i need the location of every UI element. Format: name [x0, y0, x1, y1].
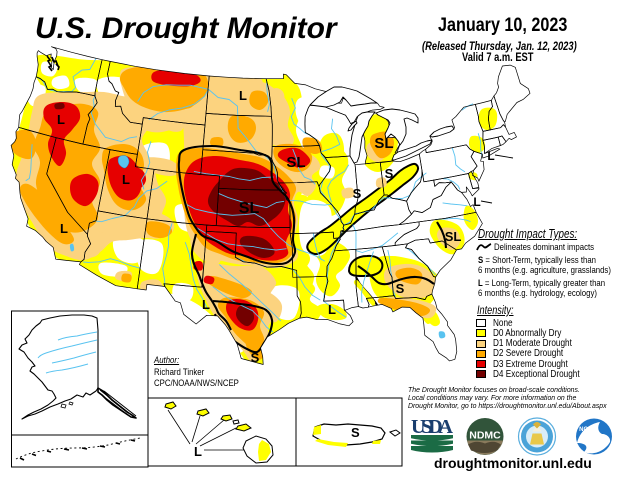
svg-text:L: L [328, 302, 336, 317]
svg-text:S: S [351, 425, 360, 440]
svg-text:L: L [202, 297, 210, 312]
svg-text:S: S [251, 350, 260, 365]
svg-text:SL: SL [445, 229, 462, 244]
svg-text:L: L [60, 221, 68, 236]
svg-text:SL: SL [286, 154, 305, 171]
svg-text:L: L [194, 444, 202, 459]
svg-text:L: L [487, 149, 494, 163]
svg-text:S: S [353, 186, 362, 201]
svg-text:L: L [57, 112, 65, 127]
svg-text:S: S [385, 166, 394, 181]
svg-text:NDMC: NDMC [469, 430, 501, 442]
svg-text:NOAA: NOAA [579, 427, 597, 433]
svg-text:USDA: USDA [411, 416, 454, 438]
svg-text:S: S [396, 281, 405, 296]
svg-text:SL: SL [374, 135, 393, 152]
svg-text:SL: SL [239, 200, 260, 217]
svg-text:L: L [239, 88, 247, 103]
svg-text:L: L [473, 195, 480, 209]
svg-text:L: L [122, 172, 130, 187]
